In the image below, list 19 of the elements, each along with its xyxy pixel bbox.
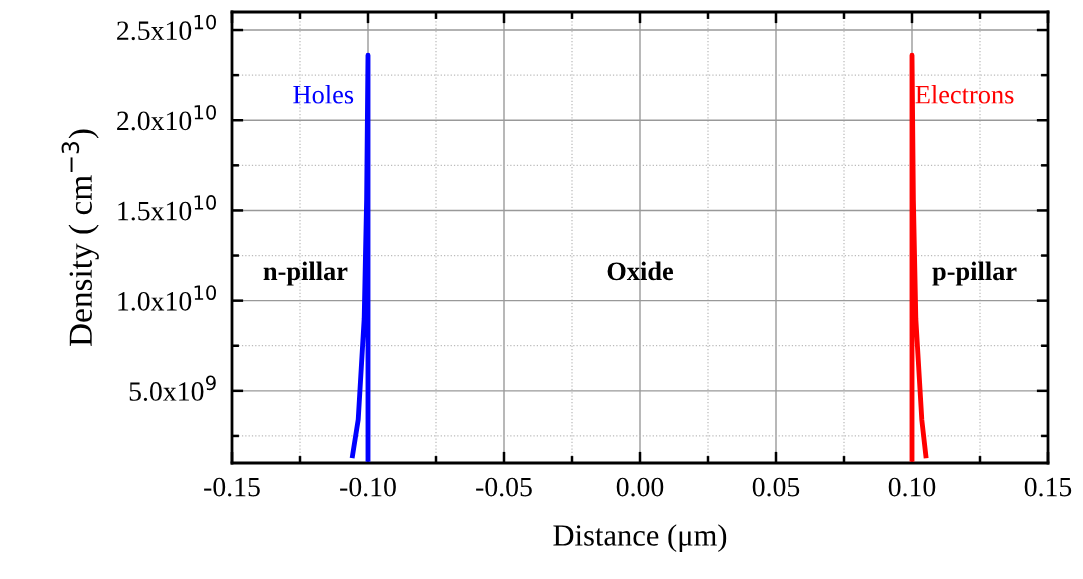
series-label: Holes [293, 85, 354, 104]
x-tick-label: 0.05 [752, 477, 800, 497]
y-tick-label: 2.0x10$^{10}$ [117, 104, 216, 131]
x-tick-label: 0.00 [616, 477, 664, 497]
y-tick-label: 2.5x10$^{10}$ [117, 14, 216, 41]
series-label: Electrons [915, 85, 1014, 104]
x-tick-label: 0.10 [888, 477, 936, 497]
y-axis-title: Density ( cm$^{−3}$) [61, 129, 99, 347]
annotation: p-pillar [932, 261, 1017, 286]
y-tick-label: 1.0x10$^{10}$ [118, 285, 216, 311]
x-tick-label: -0.05 [476, 477, 532, 497]
annotation: Oxide [607, 261, 674, 281]
x-tick-label: -0.10 [340, 477, 396, 497]
y-tick-label: 5.0x10$^{9}$ [129, 375, 216, 401]
x-tick-label: 0.15 [1024, 477, 1072, 497]
y-tick-label: 1.5x10$^{10}$ [118, 195, 216, 221]
x-tick-label: -0.15 [204, 477, 260, 497]
annotation: n-pillar [263, 261, 348, 286]
x-axis-title: Distance (μm) [553, 524, 727, 553]
